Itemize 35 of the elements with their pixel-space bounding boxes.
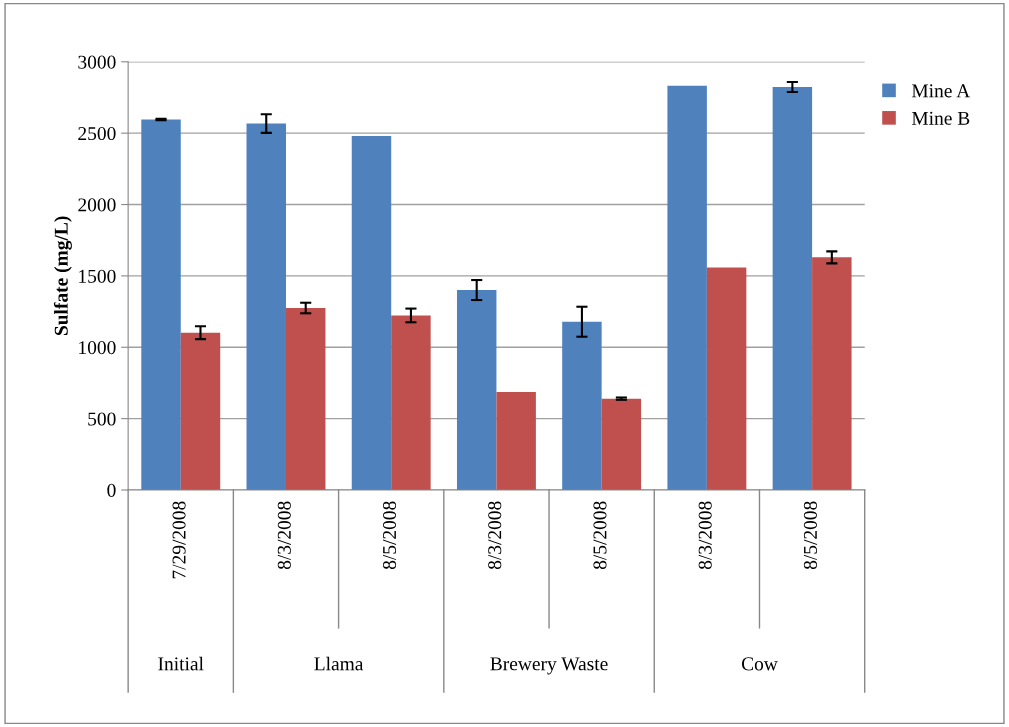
y-tick-label: 0 (107, 483, 116, 497)
text: Cow (741, 657, 778, 671)
text: Llama (314, 656, 364, 671)
bar (562, 321, 602, 490)
bar (772, 87, 813, 490)
bar (246, 123, 286, 490)
x-tick-label: 8/3/2008 (698, 501, 712, 570)
x-tick-label: 8/5/2008 (803, 501, 817, 570)
bar (496, 391, 536, 490)
text: Brewery Waste (490, 657, 608, 675)
bar (812, 257, 852, 490)
bar (601, 398, 642, 490)
x-tick-label: 8/3/2008 (488, 501, 502, 570)
bar (285, 308, 326, 490)
x-tick-label: 8/5/2008 (593, 501, 607, 570)
bar (456, 290, 497, 490)
bar (180, 332, 221, 490)
x-tick-label: 8/5/2008 (382, 501, 397, 570)
bar (706, 267, 747, 490)
bar (391, 315, 431, 490)
y-axis-title: Sulfate (mg/L) (53, 216, 72, 336)
y-tick-label: 3000 (78, 55, 116, 69)
y-tick-label: 1500 (79, 269, 116, 283)
text: Initial (158, 656, 204, 671)
legend-label: Mine B (911, 111, 970, 125)
y-tick-label: 1000 (79, 341, 116, 355)
y-tick-label: 2000 (78, 198, 116, 212)
y-tick-label: 500 (88, 412, 116, 426)
bar (351, 136, 392, 490)
bar (141, 119, 181, 490)
x-tick-label: 8/3/2008 (277, 501, 291, 570)
legend-label: Mine A (911, 84, 971, 98)
bar (667, 85, 707, 490)
y-tick-label: 2500 (78, 126, 116, 141)
x-tick-label: 7/29/2008 (172, 501, 186, 579)
